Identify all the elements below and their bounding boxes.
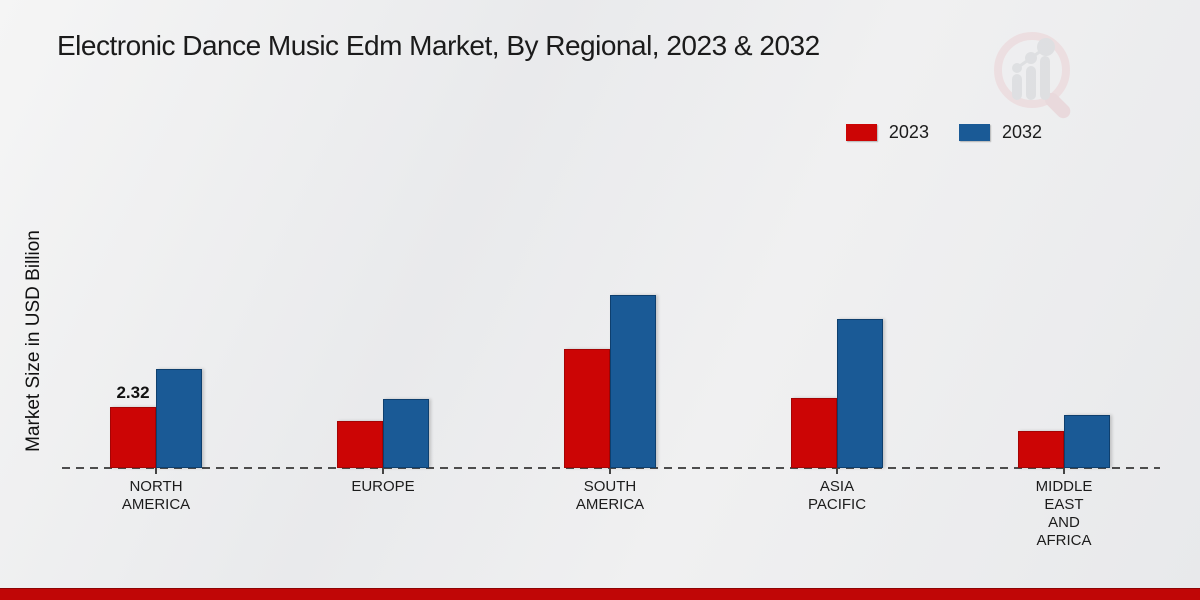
bar-2032-north-america[interactable] (156, 369, 202, 468)
category-label-europe: EUROPE (351, 478, 415, 495)
legend-swatch-icon (958, 124, 990, 141)
category-label-north-america: NORTH AMERICA (121, 478, 191, 513)
category-label-asia-pacific: ASIA PACIFIC (807, 478, 867, 513)
legend-label: 2032 (1001, 122, 1042, 142)
bar-2032-europe[interactable] (383, 399, 429, 468)
bar-2023-south-america[interactable] (564, 349, 610, 468)
bar-2032-south-america[interactable] (610, 295, 656, 468)
y-axis-label: Market Size in USD Billion (23, 230, 44, 452)
bar-2032-middle-east-and-africa[interactable] (1064, 415, 1110, 468)
bar-2023-middle-east-and-africa[interactable] (1018, 431, 1064, 468)
x-axis-tick (609, 468, 611, 474)
legend: 2023 2032 (845, 122, 1042, 143)
data-label-2023-north-america: 2.32 (116, 383, 150, 402)
bar-2023-asia-pacific[interactable] (791, 398, 837, 468)
x-axis-tick (382, 468, 384, 474)
category-label-middle-east-and-africa: MIDDLE EAST AND AFRICA (1035, 478, 1093, 549)
footer-accent-bar (0, 588, 1200, 600)
x-axis-tick (155, 468, 157, 474)
legend-label: 2023 (888, 122, 929, 142)
bar-2023-europe[interactable] (337, 421, 383, 468)
x-axis-baseline (62, 467, 1160, 469)
magnifier-bar-chart-logo-icon (994, 32, 1071, 119)
chart-title: Electronic Dance Music Edm Market, By Re… (57, 30, 820, 61)
x-axis-tick (1063, 468, 1065, 474)
bar-2023-north-america[interactable] (110, 407, 156, 468)
legend-swatch-icon (845, 124, 877, 141)
x-axis-tick (836, 468, 838, 474)
legend-item-2032[interactable]: 2032 (958, 122, 1042, 143)
bar-2032-asia-pacific[interactable] (837, 319, 883, 468)
category-label-south-america: SOUTH AMERICA (575, 478, 645, 513)
legend-item-2023[interactable]: 2023 (845, 122, 929, 143)
